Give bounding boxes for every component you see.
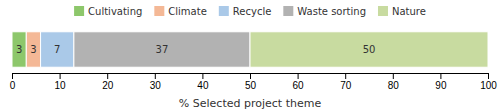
- legend-item: Recycle: [219, 6, 272, 17]
- bar-segment: [41, 32, 74, 67]
- tick-label: 20: [102, 80, 114, 91]
- legend-item: Waste sorting: [283, 6, 366, 17]
- tick-mark: [12, 73, 13, 79]
- data-labels: 3373750: [16, 44, 375, 55]
- legend-item: Climate: [154, 6, 206, 17]
- legend-label: Cultivating: [88, 6, 142, 17]
- tick-label: 50: [245, 80, 257, 91]
- tick-label: 70: [340, 80, 352, 91]
- tick-mark: [393, 73, 394, 79]
- tick: 90: [435, 73, 447, 91]
- legend-swatch: [74, 6, 84, 16]
- bar-segment: [74, 32, 250, 67]
- bar-segment: [12, 32, 26, 67]
- tick: 30: [150, 73, 162, 91]
- tick-label: 90: [435, 80, 447, 91]
- tick: 40: [197, 73, 209, 91]
- tick-mark: [298, 73, 299, 79]
- tick-mark: [250, 73, 251, 79]
- plot: 33737500102030405060708090100: [10, 32, 498, 91]
- legend-label: Climate: [168, 6, 206, 17]
- tick: 20: [102, 73, 114, 91]
- tick: 70: [340, 73, 352, 91]
- tick-mark: [155, 73, 156, 79]
- tick: 80: [388, 73, 400, 91]
- tick: 0: [10, 73, 16, 91]
- tick-mark: [202, 73, 203, 79]
- bars: [12, 32, 488, 67]
- tick-label: 60: [293, 80, 305, 91]
- legend-label: Recycle: [233, 6, 272, 17]
- tick: 10: [55, 73, 67, 91]
- bar-segment: [250, 32, 488, 67]
- legend-swatch: [219, 6, 229, 16]
- data-label: 50: [363, 44, 376, 55]
- tick-mark: [440, 73, 441, 79]
- x-axis: 0 10 20 30 40 50 60 70 80 90 100: [10, 73, 498, 91]
- data-label: 3: [16, 44, 22, 55]
- x-axis-title: % Selected project theme: [179, 97, 322, 110]
- legend-swatch: [378, 6, 388, 16]
- tick-mark: [345, 73, 346, 79]
- tick-label: 10: [55, 80, 67, 91]
- tick-label: 0: [10, 80, 16, 91]
- tick-label: 30: [150, 80, 162, 91]
- tick: 50: [245, 73, 257, 91]
- data-label: 37: [156, 44, 169, 55]
- legend-swatch: [283, 6, 293, 16]
- legend-item: Nature: [378, 6, 426, 17]
- legend-item: Cultivating: [74, 6, 142, 17]
- data-label: 3: [30, 44, 36, 55]
- tick: 60: [293, 73, 305, 91]
- tick-label: 40: [197, 80, 209, 91]
- tick-mark: [488, 73, 489, 79]
- bar-segment: [26, 32, 40, 67]
- chart: 33737500102030405060708090100% Selected …: [0, 0, 500, 111]
- legend-swatch: [154, 6, 164, 16]
- tick: 100: [480, 73, 497, 91]
- legend-label: Waste sorting: [297, 6, 366, 17]
- tick-mark: [107, 73, 108, 79]
- axis-line: [13, 74, 489, 80]
- tick-label: 80: [388, 80, 400, 91]
- data-label: 7: [54, 44, 60, 55]
- tick-label: 100: [480, 80, 497, 91]
- legend-label: Nature: [392, 6, 426, 17]
- legend: Cultivating Climate Recycle Waste sorting Na…: [74, 6, 426, 17]
- tick-mark: [60, 73, 61, 79]
